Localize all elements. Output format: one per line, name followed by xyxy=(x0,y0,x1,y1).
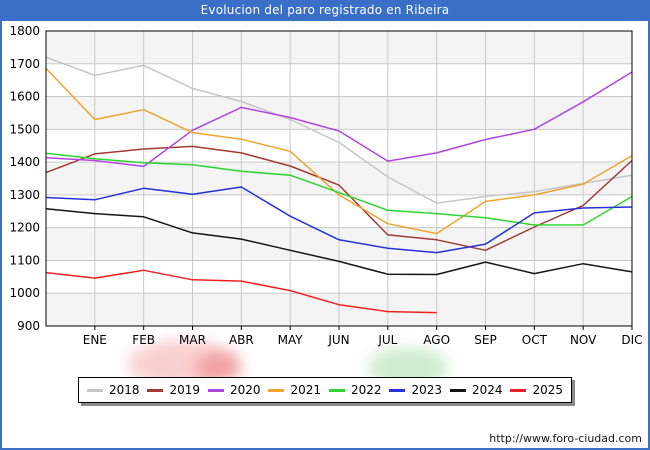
legend-label-2024: 2024 xyxy=(471,383,503,397)
y-tick-label: 900 xyxy=(17,319,40,333)
series-lines xyxy=(45,56,633,314)
legend-swatch-2023 xyxy=(389,388,406,392)
legend-swatch-2024 xyxy=(449,388,466,392)
legend-label-2019: 2019 xyxy=(169,383,201,397)
y-tick-label: 1000 xyxy=(9,286,40,300)
legend-swatch-2018 xyxy=(86,388,103,392)
legend-item-2023: 2023 xyxy=(389,383,442,397)
x-tick-label-JUN: JUN xyxy=(327,333,349,347)
x-tick-label-ABR: ABR xyxy=(229,333,254,347)
footer-url: http://www.foro-ciudad.com xyxy=(489,432,642,445)
x-tick-label-AGO: AGO xyxy=(423,333,450,347)
legend-swatch-2020 xyxy=(207,388,224,392)
legend: 2018 2019 2020 2021 2022 2023 2024 2025 xyxy=(78,377,572,403)
legend-item-2020: 2020 xyxy=(207,383,261,397)
x-tick-label-DIC: DIC xyxy=(621,333,642,347)
x-tick-label-FEB: FEB xyxy=(132,333,155,347)
x-tick-label-ENE: ENE xyxy=(83,333,107,347)
y-tick-label: 1800 xyxy=(9,24,40,38)
series-line-2025 xyxy=(45,269,437,314)
x-ticks xyxy=(94,326,633,330)
y-tick-label: 1100 xyxy=(9,253,40,267)
series-line-2020 xyxy=(45,71,633,168)
legend-label-2021: 2021 xyxy=(290,383,322,397)
x-tick-label-MAR: MAR xyxy=(179,333,206,347)
legend-swatch-2022 xyxy=(328,388,345,392)
y-tick-label: 1700 xyxy=(9,57,40,71)
legend-item-2018: 2018 xyxy=(86,383,140,397)
series-line-2018 xyxy=(45,56,633,204)
y-tick-label: 1300 xyxy=(9,188,40,202)
legend-label-2020: 2020 xyxy=(229,383,261,397)
y-tick-label: 1400 xyxy=(9,155,40,169)
chart-title: Evolucion del paro registrado en Ribeira xyxy=(0,0,650,21)
series-line-2021 xyxy=(45,67,633,235)
x-tick-label-NOV: NOV xyxy=(570,333,597,347)
x-tick-label-JUL: JUL xyxy=(377,333,397,347)
x-tick-label-OCT: OCT xyxy=(522,333,548,347)
series-line-2023 xyxy=(45,186,633,254)
legend-swatch-2021 xyxy=(268,388,285,392)
x-axis-labels: ENE FEB MAR ABR MAY JUN JUL AGO SEP OCT NOV DIC xyxy=(83,333,643,347)
y-axis-labels: 1800 1700 1600 1500 1400 1300 1200 1100 1000 900 xyxy=(9,24,40,333)
x-tick-label-MAY: MAY xyxy=(278,333,304,347)
x-tick-label-SEP: SEP xyxy=(474,333,496,347)
y-tick-label: 1500 xyxy=(9,122,40,136)
series-line-2019 xyxy=(45,145,633,252)
series-line-2024 xyxy=(45,207,633,276)
legend-item-2025: 2025 xyxy=(510,383,563,397)
legend-item-2022: 2022 xyxy=(328,383,382,397)
legend-label-2018: 2018 xyxy=(108,383,140,397)
legend-label-2025: 2025 xyxy=(532,383,564,397)
y-tick-label: 1600 xyxy=(9,90,40,104)
legend-label-2022: 2022 xyxy=(350,383,382,397)
legend-item-2024: 2024 xyxy=(449,383,503,397)
legend-label-2023: 2023 xyxy=(411,383,443,397)
legend-item-2019: 2019 xyxy=(147,383,200,397)
legend-swatch-2025 xyxy=(510,388,527,392)
series-line-2022 xyxy=(45,152,633,226)
legend-item-2021: 2021 xyxy=(268,383,321,397)
y-tick-label: 1200 xyxy=(9,221,40,235)
legend-swatch-2019 xyxy=(147,388,164,392)
